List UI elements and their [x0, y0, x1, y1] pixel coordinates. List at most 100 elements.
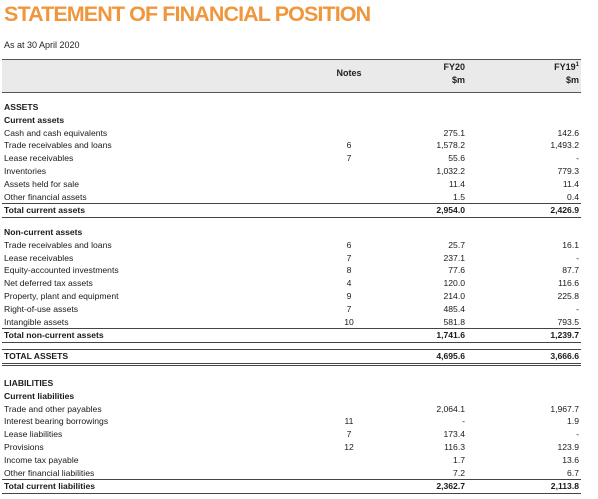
row-fy19-value: 123.9	[557, 442, 579, 452]
row-fy20-value: 581.8	[443, 316, 465, 327]
row-fy19-value: -	[576, 429, 579, 440]
row-fy19-value: 0.4	[567, 191, 579, 202]
table-row: Total non-current assets 1,741.6 1,239.7	[2, 328, 581, 344]
row-fy20-value: 7.2	[453, 467, 465, 478]
fy19-label: FY19	[554, 62, 576, 72]
row-fy19-value: 3,666.6	[550, 351, 579, 362]
table-row: Total current assets 2,954.0 2,426.9	[2, 203, 581, 219]
row-fy19-value: 225.8	[557, 291, 579, 301]
fy20-unit: $m	[451, 75, 465, 85]
row-fy19-value: -	[576, 153, 579, 164]
row-label: Income tax payable	[4, 454, 79, 465]
row-note: 9	[346, 291, 352, 301]
row-fy20-value: 1,032.2	[436, 166, 465, 176]
row-label: Right-of-use assets	[4, 303, 79, 314]
row-fy20-value: 55.6	[448, 153, 465, 164]
table-row: Right-of-use assets 7 485.4 -	[2, 303, 581, 316]
row-fy19-value: 6.7	[567, 467, 579, 478]
row-note: 7	[346, 303, 352, 314]
row-fy19-value: 87.7	[562, 265, 579, 276]
row-label: ASSETS	[4, 102, 39, 112]
row-label: Current liabilities	[4, 390, 75, 401]
row-fy19-value: 1.9	[567, 416, 579, 427]
table-row: Property, plant and equipment 9 214.0 225.8	[2, 290, 581, 303]
row-label: Lease liabilities	[4, 429, 63, 440]
row-fy19-value: 1,493.2	[550, 140, 579, 151]
row-fy20-value: 173.4	[443, 429, 465, 440]
table-row: Income tax payable 1.7 13.6	[2, 454, 581, 467]
row-fy19-value: 16.1	[562, 239, 579, 250]
table-row: Provisions 12 116.3 123.9	[2, 441, 581, 454]
row-fy19-value: -	[576, 252, 579, 263]
row-fy19-value: 2,113.8	[550, 481, 579, 492]
row-label: TOTAL ASSETS	[4, 351, 69, 362]
row-label: LIABILITIES	[4, 378, 54, 388]
row-label: Lease receivables	[4, 252, 74, 263]
row-fy20-value: 77.6	[448, 265, 465, 276]
table-row: Lease receivables 7 55.6 -	[2, 152, 581, 165]
row-label: Property, plant and equipment	[4, 291, 119, 301]
row-fy19-value: 779.3	[557, 166, 579, 176]
row-fy20-value: 1,741.6	[436, 330, 465, 341]
table-row: ASSETS	[2, 101, 581, 114]
row-fy20-value: 214.0	[443, 291, 465, 301]
notes-column-header: Notes	[336, 68, 362, 78]
row-fy20-value: 11.4	[448, 178, 465, 189]
row-note: 6	[346, 239, 352, 250]
row-label: Net deferred tax assets	[4, 278, 93, 289]
table-row: Non-current assets	[2, 226, 581, 239]
row-fy20-value: 120.0	[443, 278, 465, 289]
table-row: Total current liabilities 2,362.7 2,113.8	[2, 479, 581, 495]
row-fy20-value: 237.1	[443, 252, 465, 263]
table-row: Interest bearing borrowings 11 - 1.9	[2, 415, 581, 428]
row-label: Inventories	[4, 166, 47, 176]
row-label: Trade receivables and loans	[4, 239, 112, 250]
row-fy19-value: 116.6	[558, 278, 579, 289]
table-row: Current liabilities	[2, 390, 581, 403]
table-row: Intangible assets 10 581.8 793.5	[2, 316, 581, 329]
row-fy20-value: 1,578.2	[436, 140, 465, 151]
table-row: Assets held for sale 11.4 11.4	[2, 178, 581, 191]
statement-date: As at 30 April 2020	[4, 40, 80, 50]
row-label: Assets held for sale	[4, 178, 79, 189]
page-title: STATEMENT OF FINANCIAL POSITION	[4, 2, 371, 26]
row-note: 7	[346, 153, 352, 164]
row-label: Trade receivables and loans	[4, 140, 112, 151]
row-fy19-value: 142.6	[557, 127, 579, 138]
row-note: 4	[346, 278, 352, 289]
row-fy20-value: 25.7	[448, 239, 465, 250]
table-row: Inventories 1,032.2 779.3	[2, 165, 581, 178]
row-note: 6	[346, 140, 352, 151]
row-fy19-value: 2,426.9	[550, 205, 579, 216]
fy19-column-header: FY191	[554, 62, 579, 73]
table-row: Equity-accounted investments 8 77.6 87.7	[2, 264, 581, 277]
row-label: Trade and other payables	[4, 403, 102, 414]
row-fy19-value: 1,239.7	[550, 330, 579, 341]
row-fy20-value: 1.7	[453, 454, 465, 465]
row-label: Equity-accounted investments	[4, 265, 119, 276]
fy19-unit: $m	[565, 75, 579, 85]
row-fy19-value: 11.4	[562, 178, 579, 189]
row-label: Interest bearing borrowings	[4, 416, 109, 427]
row-fy19-value: 793.5	[557, 316, 579, 327]
row-label: Non-current assets	[4, 227, 83, 237]
table-row: Other financial liabilities 7.2 6.7	[2, 467, 581, 480]
row-note: 7	[346, 252, 352, 263]
row-label: Other financial liabilities	[4, 467, 95, 478]
table-row: TOTAL ASSETS 4,695.6 3,666.6	[2, 349, 581, 367]
row-fy20-value: 1.5	[453, 191, 465, 202]
table-row: Trade receivables and loans 6 25.7 16.1	[2, 239, 581, 252]
table-row: Cash and cash equivalents 275.1 142.6	[2, 127, 581, 140]
table-row: Other financial assets 1.5 0.4	[2, 191, 581, 204]
table-row: LIABILITIES	[2, 377, 581, 390]
row-fy19-value: 13.6	[562, 454, 579, 465]
row-label: Total current liabilities	[4, 481, 96, 492]
row-fy20-value: 2,954.0	[436, 205, 465, 216]
row-fy20-value: -	[462, 416, 465, 427]
table-row: Lease receivables 7 237.1 -	[2, 252, 581, 265]
row-note: 11	[344, 416, 354, 427]
table-row: Net deferred tax assets 4 120.0 116.6	[2, 277, 581, 290]
row-label: Total current assets	[4, 205, 86, 216]
row-fy20-value: 4,695.6	[436, 351, 465, 362]
table-row: Current assets	[2, 114, 581, 127]
